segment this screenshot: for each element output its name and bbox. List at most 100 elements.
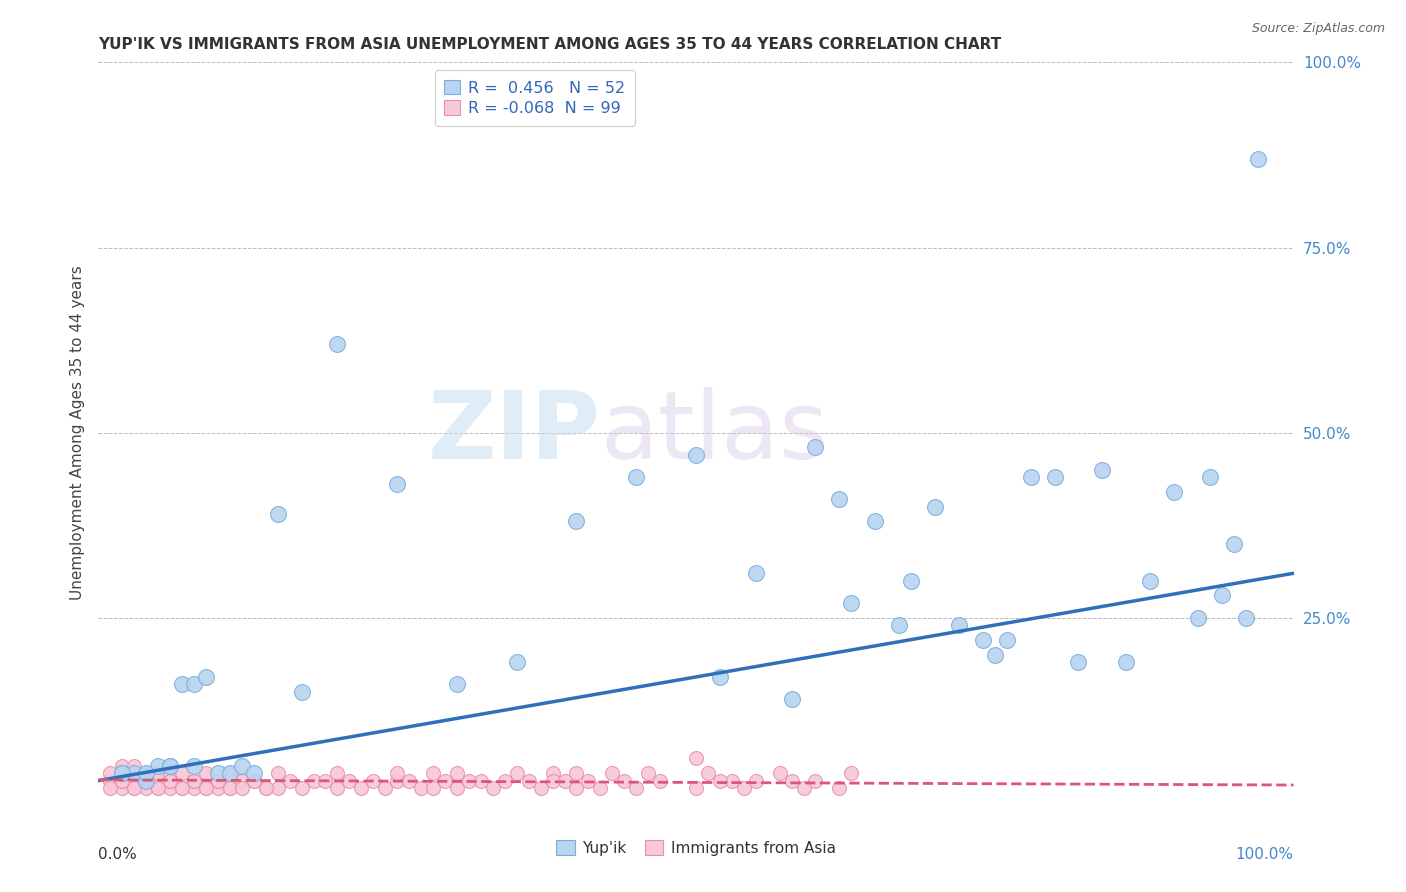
Point: [111, 780, 134, 795]
Point: [135, 780, 157, 795]
Point: [183, 773, 205, 788]
Point: [1067, 655, 1090, 669]
Text: 100.0%: 100.0%: [1236, 847, 1294, 863]
Point: [565, 766, 588, 780]
Point: [385, 477, 409, 491]
Point: [326, 766, 349, 780]
Point: [411, 780, 433, 795]
Point: [481, 780, 505, 795]
Point: [98, 773, 122, 788]
Point: [589, 780, 612, 795]
Point: [183, 773, 205, 788]
Point: [1139, 574, 1161, 588]
Point: [780, 773, 803, 788]
Point: [721, 773, 744, 788]
Point: [637, 766, 659, 780]
Point: [1247, 152, 1270, 166]
Point: [541, 773, 564, 788]
Text: Source: ZipAtlas.com: Source: ZipAtlas.com: [1251, 22, 1385, 36]
Point: [124, 780, 146, 795]
Point: [111, 758, 134, 772]
Point: [111, 773, 134, 788]
Point: [124, 766, 146, 780]
Point: [626, 780, 648, 795]
Point: [446, 766, 468, 780]
Point: [972, 632, 994, 647]
Text: 0.0%: 0.0%: [98, 847, 138, 863]
Point: [254, 780, 277, 795]
Point: [984, 648, 1007, 662]
Point: [315, 773, 337, 788]
Point: [207, 766, 229, 780]
Point: [602, 766, 624, 780]
Point: [159, 758, 181, 772]
Point: [768, 766, 790, 780]
Point: [565, 780, 588, 795]
Point: [626, 470, 648, 484]
Point: [207, 773, 229, 788]
Point: [1223, 536, 1246, 550]
Point: [207, 780, 229, 795]
Point: [111, 766, 134, 780]
Point: [148, 766, 170, 780]
Point: [924, 500, 946, 514]
Point: [172, 780, 194, 795]
Point: [159, 773, 181, 788]
Point: [506, 655, 529, 669]
Point: [159, 773, 181, 788]
Point: [948, 618, 970, 632]
Point: [828, 492, 851, 507]
Point: [172, 780, 194, 795]
Point: [1211, 589, 1233, 603]
Point: [159, 766, 181, 780]
Point: [231, 780, 253, 795]
Point: [148, 780, 170, 795]
Y-axis label: Unemployment Among Ages 35 to 44 years: Unemployment Among Ages 35 to 44 years: [69, 265, 84, 600]
Point: [219, 780, 242, 795]
Point: [159, 780, 181, 795]
Point: [148, 773, 170, 788]
Point: [446, 780, 468, 795]
Point: [135, 766, 157, 780]
Point: [1187, 610, 1209, 624]
Point: [374, 780, 396, 795]
Point: [278, 773, 301, 788]
Point: [183, 780, 205, 795]
Point: [350, 780, 373, 795]
Point: [195, 780, 218, 795]
Point: [889, 618, 911, 632]
Point: [219, 780, 242, 795]
Point: [339, 773, 361, 788]
Point: [446, 677, 468, 691]
Point: [422, 780, 444, 795]
Point: [243, 773, 266, 788]
Point: [183, 677, 205, 691]
Point: [517, 773, 540, 788]
Point: [793, 780, 815, 795]
Point: [183, 758, 205, 772]
Point: [98, 780, 122, 795]
Point: [1091, 462, 1114, 476]
Point: [685, 751, 707, 765]
Point: [554, 773, 576, 788]
Point: [1199, 470, 1222, 484]
Point: [135, 773, 157, 788]
Point: [733, 780, 755, 795]
Point: [111, 773, 134, 788]
Point: [745, 773, 768, 788]
Point: [195, 766, 218, 780]
Point: [172, 677, 194, 691]
Point: [841, 596, 863, 610]
Point: [541, 766, 564, 780]
Point: [172, 766, 194, 780]
Text: atlas: atlas: [600, 386, 828, 479]
Point: [470, 773, 492, 788]
Point: [804, 441, 827, 455]
Point: [398, 773, 420, 788]
Point: [578, 773, 600, 788]
Point: [231, 773, 253, 788]
Point: [267, 507, 290, 521]
Point: [506, 766, 529, 780]
Point: [385, 773, 409, 788]
Point: [291, 685, 314, 699]
